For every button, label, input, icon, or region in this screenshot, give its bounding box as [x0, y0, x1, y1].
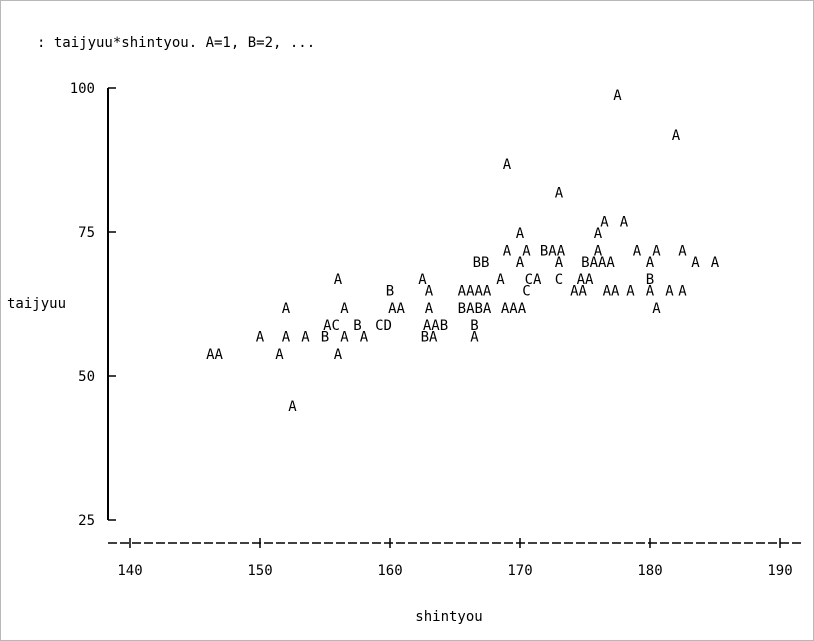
plot-point: A [282, 330, 291, 346]
plot-point: C [522, 284, 530, 300]
plot-point: AA [388, 301, 405, 317]
plot-point: A [646, 255, 655, 271]
plot-point: A [646, 284, 655, 300]
plot-point: C [555, 272, 563, 288]
plot-point: A [470, 330, 479, 346]
plot-point: A [334, 347, 343, 363]
plot-point: A [503, 157, 512, 173]
x-tick-label: 140 [117, 563, 142, 579]
plot-point: A [594, 243, 603, 259]
plot-point: AAAA [458, 284, 492, 300]
plot-point: A [711, 255, 720, 271]
plot-point: AAB [423, 318, 448, 334]
x-tick-label: 160 [377, 563, 402, 579]
x-tick-label: 150 [247, 563, 272, 579]
y-axis: 100 75 50 25 [70, 81, 116, 529]
plot-point: A [496, 272, 505, 288]
plot-point: A [301, 330, 310, 346]
plot-point: B [321, 330, 329, 346]
y-tick-label: 100 [70, 81, 95, 97]
plot-point: A [256, 330, 265, 346]
x-tick-label: 170 [507, 563, 532, 579]
plot-point: AC [323, 318, 340, 334]
plot-point: BAA [540, 243, 566, 259]
plot-point: BB [473, 255, 490, 271]
plot-point: AA [603, 284, 620, 300]
plot-point: A [652, 301, 661, 317]
plot-point: A [425, 301, 434, 317]
plot-point: BABA [458, 301, 492, 317]
plot-point: A [691, 255, 700, 271]
plot-point: A [425, 284, 434, 300]
plot-point: AA [206, 347, 223, 363]
y-axis-label: taijyuu [7, 296, 66, 312]
plot-point: AA [570, 284, 587, 300]
plot-point: A [516, 226, 525, 242]
plot-point: A [594, 226, 603, 242]
plot-point: A [418, 272, 427, 288]
plot-point: B [353, 318, 361, 334]
plot-point: BA [421, 330, 438, 346]
x-tick-label: 180 [637, 563, 662, 579]
plot-point: CD [375, 318, 392, 334]
y-tick-label: 50 [78, 369, 95, 385]
plot-point: A [288, 399, 297, 415]
plot-point: A [282, 301, 291, 317]
plot-point: B [386, 284, 394, 300]
chart-title: : taijyuu*shintyou. A=1, B=2, ... [37, 35, 315, 51]
plot-point: AA [577, 272, 594, 288]
plot-point: A [678, 284, 687, 300]
plot-point: A [633, 243, 642, 259]
plot-point: A [516, 255, 525, 271]
plot-point: A [340, 330, 349, 346]
plot-point: AAA [501, 301, 527, 317]
x-tick-label: 190 [767, 563, 792, 579]
plot-point: A [652, 243, 661, 259]
plot-point: A [360, 330, 369, 346]
plot-point: A [613, 88, 622, 104]
plot-point: A [340, 301, 349, 317]
plot-point: A [665, 284, 674, 300]
y-tick-label: 25 [78, 513, 95, 529]
plot-point: B [470, 318, 478, 334]
plot-point: A [522, 243, 531, 259]
plot-point: A [275, 347, 284, 363]
plot-point: A [503, 243, 512, 259]
x-axis: 140 150 160 170 180 190 [108, 538, 801, 579]
plot-point: B [646, 272, 654, 288]
plot-point: A [626, 284, 635, 300]
plot-point: A [620, 214, 629, 230]
plot-point: A [555, 255, 564, 271]
plot-point: A [600, 214, 609, 230]
plot-point: A [555, 186, 564, 202]
plot-point: BAAA [581, 255, 615, 271]
plot-point: CA [525, 272, 542, 288]
y-tick-label: 75 [78, 225, 95, 241]
plot-point: A [678, 243, 687, 259]
x-axis-label: shintyou [415, 609, 482, 625]
plot-point: A [672, 128, 681, 144]
plot-point: A [334, 272, 343, 288]
